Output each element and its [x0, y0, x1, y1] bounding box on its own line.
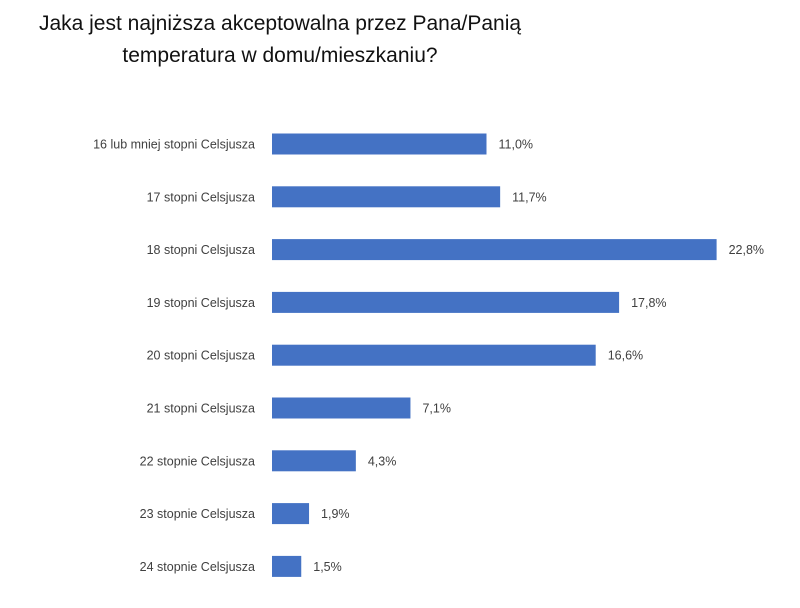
category-label: 18 stopni Celsjusza — [147, 243, 255, 257]
bar — [272, 239, 717, 261]
category-label: 22 stopnie Celsjusza — [140, 454, 255, 468]
chart-title-line-2: temperatura w domu/mieszkaniu? — [122, 44, 438, 67]
data-label: 17,8% — [631, 296, 666, 310]
data-label: 22,8% — [729, 243, 764, 257]
bar — [272, 133, 487, 155]
bar — [272, 450, 356, 472]
data-label: 11,0% — [499, 138, 534, 152]
bar — [272, 344, 596, 366]
category-label: 21 stopni Celsjusza — [147, 402, 255, 416]
bars-group: 16 lub mniej stopni Celsjusza 11,0% 17 sto… — [93, 133, 764, 577]
category-label: 17 stopni Celsjusza — [147, 190, 255, 204]
category-label: 23 stopnie Celsjusza — [140, 507, 255, 521]
data-label: 11,7% — [512, 190, 547, 204]
bar — [272, 291, 620, 313]
bar — [272, 397, 411, 419]
chart-title: Jaka jest najniższa akceptowalna przez P… — [0, 8, 560, 72]
data-label: 1,5% — [313, 560, 342, 574]
data-label: 1,9% — [321, 507, 350, 521]
chart-title-line-1: Jaka jest najniższa akceptowalna przez P… — [38, 12, 522, 35]
category-label: 24 stopnie Celsjusza — [140, 560, 255, 574]
bar — [272, 186, 501, 208]
category-label: 16 lub mniej stopni Celsjusza — [93, 138, 255, 152]
bar — [272, 555, 302, 577]
data-label: 16,6% — [608, 349, 643, 363]
data-label: 7,1% — [422, 402, 451, 416]
bar — [272, 503, 310, 525]
category-label: 20 stopni Celsjusza — [147, 349, 255, 363]
category-label: 19 stopni Celsjusza — [147, 296, 255, 310]
data-label: 4,3% — [368, 454, 397, 468]
